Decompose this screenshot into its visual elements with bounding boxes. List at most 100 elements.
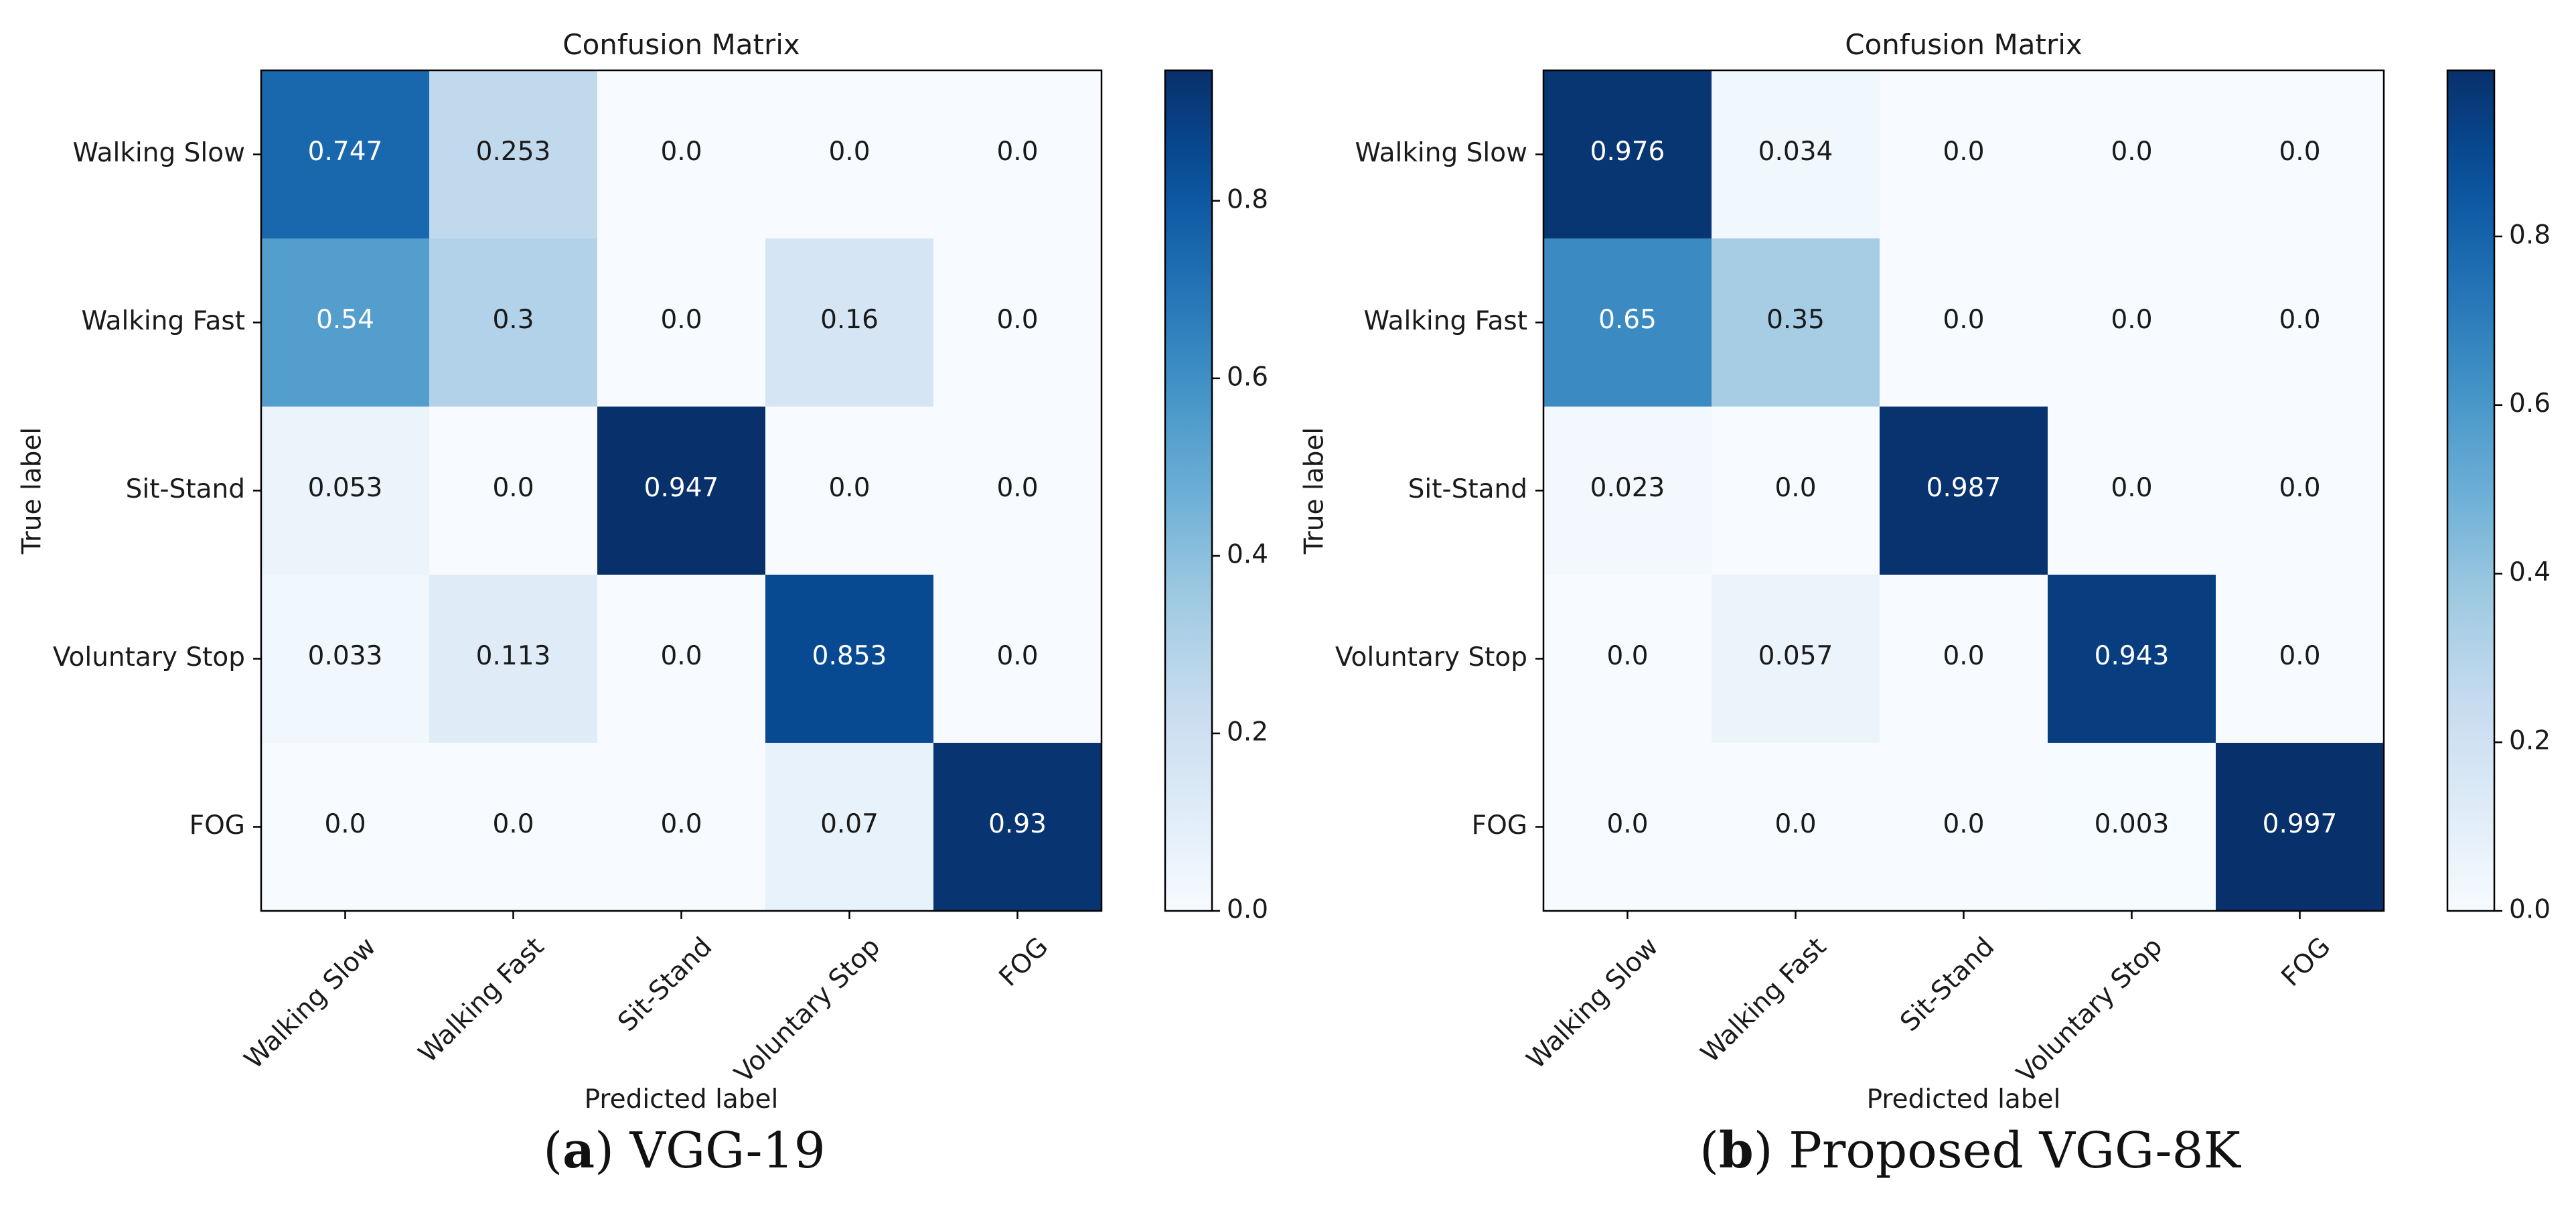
colorbar-tick-label: 0.2 [1227,717,1268,747]
caption-b: (b) Proposed VGG-8K [1699,1122,2241,1179]
colorbar-tick-label: 0.4 [1227,539,1268,569]
colorbar-tick-label: 0.4 [2509,557,2551,587]
heatmap-cell [429,238,597,407]
heatmap-cell [1543,743,1712,911]
heatmap-cell [597,743,765,911]
cell-value-label: 0.253 [476,137,551,167]
caption-a: (a) VGG-19 [543,1122,825,1179]
colorbar-tick-label: 0.8 [1227,184,1268,214]
heatmap-cell [429,743,597,911]
heatmap-cell [1712,70,1880,238]
heatmap-cell [2216,575,2384,743]
cell-value-label: 0.987 [1926,473,2001,503]
heatmap-cell [1880,575,2048,743]
cell-value-label: 0.0 [660,305,702,335]
cell-value-label: 0.0 [996,137,1038,167]
colorbar-frame [1164,69,1213,912]
cell-value-label: 0.0 [2279,641,2320,671]
x-axis-label: Predicted label [585,1084,779,1115]
heatmap-cell [2048,70,2216,238]
heatmap-cell [597,70,765,238]
heatmap-cell [1712,238,1880,407]
heatmap-cell [429,70,597,238]
cell-value-label: 0.0 [1943,137,1984,167]
cell-value-label: 0.0 [828,473,870,503]
colorbar [2447,70,2494,911]
x-axis-label: Predicted label [1867,1084,2061,1115]
heatmap-cell [597,407,765,575]
y-tick-label: FOG [1472,810,1527,841]
heatmap-cell [2216,238,2384,407]
cell-value-label: 0.023 [1590,473,1665,503]
cell-value-label: 0.0 [1943,809,1984,839]
cell-value-label: 0.943 [2095,641,2170,671]
y-tick-label: Walking Fast [82,306,245,336]
heatmap-cell [2216,743,2384,911]
cell-value-label: 0.0 [660,809,702,839]
colorbar-tick-label: 0.0 [1227,895,1268,925]
cell-value-label: 0.0 [324,809,366,839]
cell-value-label: 0.35 [1766,305,1825,335]
heatmap-cell [765,575,933,743]
heatmap-cell [933,238,1102,407]
cell-value-label: 0.0 [2111,137,2152,167]
heatmap-cell [1880,238,2048,407]
cell-value-label: 0.034 [1758,137,1833,167]
caption-b-text: Proposed VGG-8K [1773,1122,2242,1179]
y-tick-label: Voluntary Stop [53,642,245,672]
colorbar-tick-label: 0.8 [2509,220,2551,250]
heatmap-cell [1712,575,1880,743]
cell-value-label: 0.947 [644,473,719,503]
cell-value-label: 0.0 [492,473,534,503]
cell-value-label: 0.0 [2279,137,2320,167]
y-tick-label: Sit-Stand [1408,474,1527,504]
cell-value-label: 0.0 [492,809,534,839]
y-axis-label: True label [1300,427,1330,555]
cell-value-label: 0.003 [2095,809,2170,839]
cell-value-label: 0.997 [2263,809,2338,839]
heatmap-cell [1712,743,1880,911]
caption-b-letter: b [1719,1122,1754,1179]
cell-value-label: 0.0 [1943,641,1984,671]
heatmap-cell [933,575,1102,743]
cell-value-label: 0.16 [820,305,879,335]
heatmap-cell [261,743,429,911]
cell-value-label: 0.0 [660,137,702,167]
cell-value-label: 0.0 [2111,473,2152,503]
heatmap-cell [597,575,765,743]
cell-value-label: 0.0 [1943,305,1984,335]
cell-value-label: 0.853 [812,641,887,671]
heatmap-cell [429,407,597,575]
cell-value-label: 0.0 [2111,305,2152,335]
cell-value-label: 0.747 [308,137,383,167]
cell-value-label: 0.07 [820,809,879,839]
heatmap-cell [765,743,933,911]
cell-value-label: 0.976 [1590,137,1665,167]
heatmap-cell [597,238,765,407]
y-tick-label: Sit-Stand [126,474,245,504]
heatmap-cell [429,575,597,743]
cell-value-label: 0.54 [316,305,374,335]
cell-value-label: 0.0 [2279,473,2320,503]
panel-a: 0.747 0.253 0.0 0.0 0.0 0.54 0.3 0.0 0.16 0.0 0.05… [17,28,1269,1115]
cell-value-label: 0.0 [996,641,1038,671]
heatmap-cell [1543,575,1712,743]
heatmap-cell [765,407,933,575]
cell-value-label: 0.0 [660,641,702,671]
cell-value-label: 0.65 [1598,305,1657,335]
cell-value-label: 0.0 [1774,809,1816,839]
heatmap-cell [2048,743,2216,911]
heatmap-cell [261,238,429,407]
cell-value-label: 0.033 [308,641,383,671]
heatmap-cell [1880,743,2048,911]
heatmap-cell [2216,70,2384,238]
heatmap-cell [2048,575,2216,743]
heatmap-cell [1880,407,2048,575]
cell-value-label: 0.0 [1774,473,1816,503]
cell-value-label: 0.0 [1606,641,1648,671]
heatmap-cell [261,70,429,238]
cell-value-label: 0.0 [2279,305,2320,335]
cell-value-label: 0.0 [996,305,1038,335]
heatmap-cell [261,575,429,743]
